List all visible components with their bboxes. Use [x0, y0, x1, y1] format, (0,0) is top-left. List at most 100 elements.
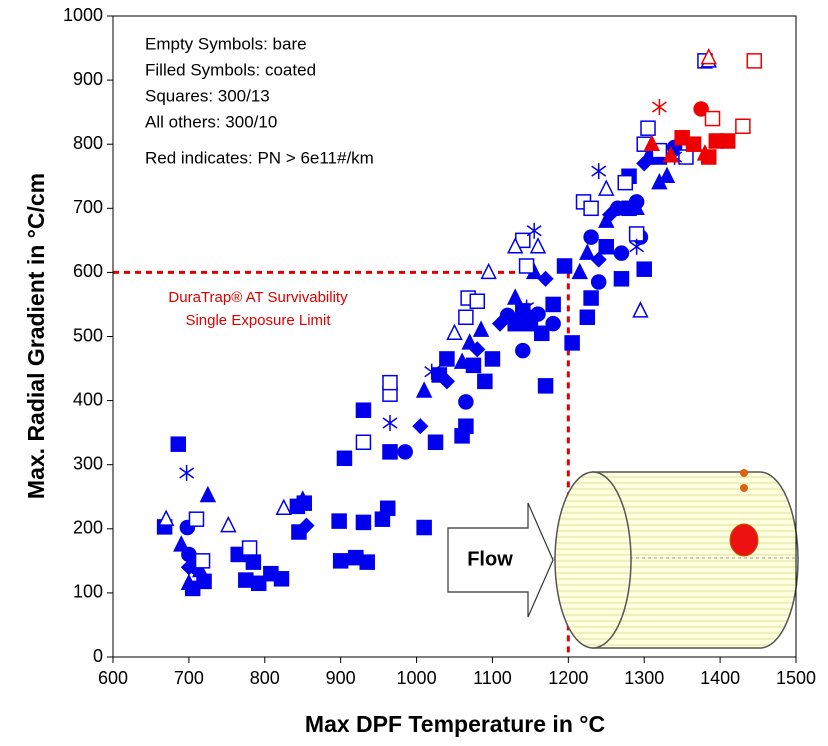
- x-tick-label: 1300: [624, 668, 664, 688]
- data-point: [458, 309, 474, 326]
- note-line: Filled Symbols: coated: [145, 60, 316, 79]
- data-point: [704, 110, 721, 127]
- data-point: [336, 450, 353, 467]
- data-point: [458, 394, 474, 410]
- note-line: Red indicates: PN > 6e11#/km: [145, 148, 374, 167]
- y-tick-label: 600: [73, 261, 103, 281]
- data-point: [628, 198, 645, 216]
- data-point: [170, 436, 187, 452]
- data-point: [275, 498, 292, 516]
- y-tick-label: 500: [73, 325, 103, 345]
- data-point: [188, 511, 205, 527]
- y-tick-label: 100: [73, 582, 103, 602]
- data-point: [157, 509, 175, 526]
- data-point: [331, 513, 347, 529]
- data-point: [439, 351, 455, 367]
- data-point: [477, 373, 493, 390]
- data-point: [458, 418, 474, 434]
- data-point: [298, 517, 315, 534]
- x-tick-label: 1000: [397, 668, 437, 688]
- data-point: [629, 238, 645, 255]
- x-tick-label: 800: [250, 668, 280, 688]
- data-point: [583, 290, 599, 306]
- data-point: [382, 374, 398, 391]
- data-point: [636, 261, 652, 277]
- data-point: [382, 444, 398, 460]
- y-tick-label: 400: [73, 389, 103, 409]
- data-point: [636, 155, 653, 172]
- data-point: [583, 229, 599, 245]
- data-point: [632, 301, 649, 318]
- data-point: [735, 118, 751, 135]
- data-point: [415, 381, 433, 398]
- data-point: [537, 378, 554, 394]
- x-tick-label: 1500: [776, 668, 816, 688]
- y-tick-label: 800: [73, 133, 103, 153]
- data-point: [424, 363, 440, 380]
- data-point: [518, 258, 535, 274]
- y-tick-label: 300: [73, 453, 103, 473]
- note-line: All others: 300/10: [145, 112, 277, 131]
- data-point: [545, 315, 561, 332]
- data-point: [719, 133, 736, 149]
- data-point: [469, 341, 486, 358]
- data-point: [220, 515, 237, 533]
- data-point: [379, 500, 396, 517]
- data-point: [598, 179, 615, 196]
- data-point: [526, 222, 542, 239]
- data-point: [446, 323, 463, 341]
- data-point: [359, 554, 375, 570]
- data-point: [294, 490, 311, 507]
- data-point: [602, 206, 619, 223]
- note-line: Squares: 300/13: [145, 86, 270, 105]
- y-tick-label: 0: [93, 646, 103, 666]
- data-point: [173, 535, 190, 552]
- x-axis-title: Max DPF Temperature in °C: [305, 711, 605, 737]
- data-point: [519, 299, 535, 316]
- y-tick-label: 200: [73, 518, 103, 538]
- data-point: [590, 251, 607, 268]
- data-point: [651, 99, 667, 116]
- data-point: [591, 163, 607, 180]
- data-point: [412, 418, 429, 435]
- flow-label: Flow: [467, 548, 513, 570]
- data-point: [598, 239, 615, 255]
- data-point: [453, 352, 471, 369]
- data-point: [245, 554, 262, 570]
- data-point: [643, 134, 661, 151]
- data-point: [685, 136, 702, 152]
- y-tick-label: 700: [73, 197, 103, 217]
- data-point: [332, 553, 349, 569]
- data-point: [179, 465, 195, 482]
- data-point: [696, 144, 714, 161]
- data-point: [571, 262, 588, 280]
- data-point: [465, 357, 482, 374]
- data-point: [530, 306, 546, 322]
- data-point: [534, 325, 550, 342]
- data-point: [590, 274, 607, 290]
- data-point: [537, 270, 554, 287]
- data-point: [355, 434, 372, 451]
- x-tick-label: 700: [174, 668, 204, 688]
- data-point: [416, 519, 432, 536]
- data-point: [194, 553, 211, 569]
- data-point: [583, 200, 599, 217]
- data-point: [180, 573, 198, 591]
- x-tick-label: 1200: [548, 668, 588, 688]
- note-line: Empty Symbols: bare: [145, 34, 307, 53]
- x-tick-label: 1400: [700, 668, 740, 688]
- data-point: [506, 288, 524, 305]
- data-point: [199, 485, 217, 503]
- data-point: [506, 237, 524, 254]
- data-point: [480, 262, 497, 280]
- y-tick-label: 1000: [63, 5, 103, 25]
- x-tick-label: 600: [98, 668, 128, 688]
- data-point: [617, 174, 633, 191]
- data-point: [693, 101, 709, 117]
- limit-label: Single Exposure Limit: [185, 312, 331, 329]
- data-point: [529, 237, 547, 254]
- data-point: [192, 560, 209, 578]
- data-point: [427, 434, 444, 451]
- data-point: [662, 146, 679, 163]
